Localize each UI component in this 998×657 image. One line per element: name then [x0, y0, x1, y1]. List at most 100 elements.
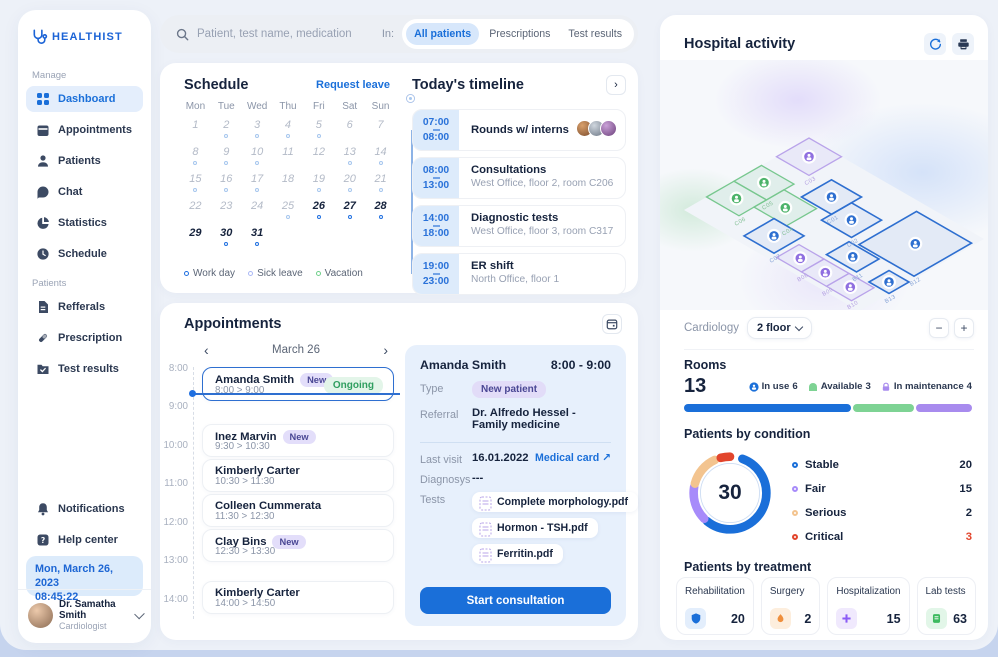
sidebar-item-statistics[interactable]: Statistics	[26, 210, 143, 236]
calendar-day[interactable]: 26	[303, 200, 334, 227]
timeline-expand-button[interactable]: ›	[606, 75, 626, 95]
schedule-timeline-card: Schedule Request leave Mon Tue Wed Thu Fri Sa…	[160, 63, 638, 295]
sidebar-item-notifications[interactable]: Notifications	[26, 496, 143, 522]
calendar-day[interactable]: 11	[282, 146, 294, 158]
divider	[684, 349, 974, 350]
referral-value: Dr. Alfredo Hessel - Family medicine	[472, 407, 576, 431]
appointment-card[interactable]: Clay Bins New 12:30 > 13:30	[202, 529, 394, 562]
filter-test-results[interactable]: Test results	[568, 28, 622, 40]
calendar-day[interactable]: 6	[346, 119, 353, 131]
calendar-day[interactable]: 14	[365, 146, 396, 173]
calendar-day[interactable]: 24	[251, 200, 264, 212]
sidebar-item-patients[interactable]: Patients	[26, 148, 143, 174]
calendar-day[interactable]: 17	[242, 173, 273, 200]
calendar-day[interactable]: 19	[303, 173, 334, 200]
calendar-day[interactable]: 16	[211, 173, 242, 200]
calendar-day[interactable]: 8	[180, 146, 211, 173]
room-label: C01	[826, 215, 839, 226]
shield-icon	[685, 608, 706, 629]
treatment-card-hospitalization[interactable]: Hospitalization 15	[827, 577, 910, 635]
critical-ring-icon	[792, 534, 798, 540]
calendar-day[interactable]: 21	[365, 173, 396, 200]
treatment-card-rehabilitation[interactable]: Rehabilitation 20	[676, 577, 754, 635]
zoom-out-button[interactable]: −	[929, 318, 949, 338]
treatment-card-lab-tests[interactable]: Lab tests 63	[916, 577, 977, 635]
medical-card-link[interactable]: Medical card ↗	[535, 452, 611, 464]
rooms-title: Rooms	[684, 358, 727, 372]
calendar-day[interactable]: 7	[377, 119, 384, 131]
date-picker-button[interactable]	[602, 314, 622, 334]
appointment-detail-panel: Amanda Smith 8:00 - 9:00 Type New patien…	[405, 345, 639, 626]
timeline-item[interactable]: 08:00 13:00 Consultations West Office, flo…	[412, 157, 626, 199]
calendar-day[interactable]: 1	[192, 119, 199, 131]
rotate-view-button[interactable]	[924, 33, 946, 55]
calendar-day[interactable]: 10	[242, 146, 273, 173]
print-button[interactable]	[952, 33, 974, 55]
calendar-day[interactable]: 15	[180, 173, 211, 200]
filter-all-patients[interactable]: All patients	[406, 23, 480, 45]
calendar-day[interactable]: 22	[189, 200, 202, 212]
calendar-day[interactable]: 13	[334, 146, 365, 173]
calendar-day[interactable]: 30	[211, 227, 242, 254]
room-label: C05	[761, 201, 774, 212]
test-file-chip[interactable]: Ferritin.pdf	[472, 544, 563, 564]
appointment-card[interactable]: Kimberly Carter 10:30 > 11:30	[202, 459, 394, 492]
floor-select[interactable]: 2 floor	[746, 317, 812, 339]
calendar-day[interactable]: 25	[273, 200, 304, 227]
legend-in-maintenance: In maintenance 4	[881, 381, 972, 392]
workday-dot	[255, 134, 260, 138]
room-label: B13	[884, 294, 897, 305]
start-consultation-button[interactable]: Start consultation	[420, 587, 611, 614]
calendar-day[interactable]: 28	[365, 200, 396, 227]
calendar-day[interactable]: 29	[189, 227, 202, 239]
test-file-chip[interactable]: Hormon - TSH.pdf	[472, 518, 598, 538]
request-leave-link[interactable]: Request leave	[316, 79, 390, 91]
user-menu[interactable]: Dr. Samatha Smith Cardiologist	[18, 589, 151, 635]
calendar-day[interactable]: 18	[281, 173, 295, 185]
calendar-day[interactable]: 20	[334, 173, 365, 200]
available-icon	[808, 382, 817, 391]
sidebar-item-appointments[interactable]: Appointments	[26, 117, 143, 143]
sidebar-item-schedule[interactable]: Schedule	[26, 241, 143, 267]
treatment-card-surgery[interactable]: Surgery 2	[760, 577, 821, 635]
calendar-day[interactable]: 27	[334, 200, 365, 227]
appointment-card[interactable]: Inez Marvin New 9:30 > 10:30	[202, 424, 394, 457]
rotate-view-icon	[929, 38, 942, 51]
sidebar-item-refferals[interactable]: Refferals	[26, 294, 143, 320]
zoom-in-button[interactable]: +	[954, 318, 974, 338]
calendar-day[interactable]: 31	[242, 227, 273, 254]
calendar-day[interactable]: 23	[220, 200, 233, 212]
date-navigator: ‹ March 26 ›	[200, 343, 392, 357]
calendar-day[interactable]: 12	[312, 146, 325, 158]
patients-nav: Refferals Prescription Test results	[26, 294, 143, 387]
workday-dot	[316, 134, 321, 138]
sidebar-item-test-results[interactable]: Test results	[26, 356, 143, 382]
appointment-card[interactable]: Amanda Smith New 8:00 > 9:00 Ongoing	[202, 367, 394, 401]
search-input[interactable]	[197, 28, 382, 40]
filter-prescriptions[interactable]: Prescriptions	[489, 28, 551, 40]
calendar-legend: Work day Sick leave Vacation	[184, 268, 363, 279]
in-use-segment	[684, 404, 852, 412]
appointment-card[interactable]: Colleen Cummerata 11:30 > 12:30	[202, 494, 394, 527]
floor-map[interactable]: C06 C05 C03 C04 C07 C01 C02 B08 B09 B10 …	[660, 60, 988, 311]
calendar-day[interactable]: 9	[211, 146, 242, 173]
sidebar-item-help-center[interactable]: ? Help center	[26, 527, 143, 553]
document-icon	[36, 300, 50, 314]
legend-vacation: Vacation	[315, 268, 363, 279]
chevron-down-icon	[794, 322, 803, 331]
plus-icon	[836, 608, 858, 629]
calendar-day[interactable]: 2	[211, 119, 242, 146]
test-file-chip[interactable]: Complete morphology.pdf	[472, 492, 639, 512]
timeline-item[interactable]: 07:00 08:00 Rounds w/ interns	[412, 109, 626, 151]
calendar-day[interactable]: 4	[273, 119, 304, 146]
calendar-day[interactable]: 3	[242, 119, 273, 146]
next-day-button[interactable]: ›	[383, 342, 388, 358]
appointment-card[interactable]: Kimberly Carter 14:00 > 14:50	[202, 581, 394, 614]
timeline-item[interactable]: 14:00 18:00 Diagnostic tests West Office, …	[412, 205, 626, 247]
sidebar-item-prescription[interactable]: Prescription	[26, 325, 143, 351]
sidebar-item-chat[interactable]: Chat	[26, 179, 143, 205]
prev-day-button[interactable]: ‹	[204, 342, 209, 358]
calendar-day[interactable]: 5	[303, 119, 334, 146]
sidebar-item-dashboard[interactable]: Dashboard	[26, 86, 143, 112]
timeline-item[interactable]: 19:00 23:00 ER shift North Office, floor 1	[412, 253, 626, 295]
